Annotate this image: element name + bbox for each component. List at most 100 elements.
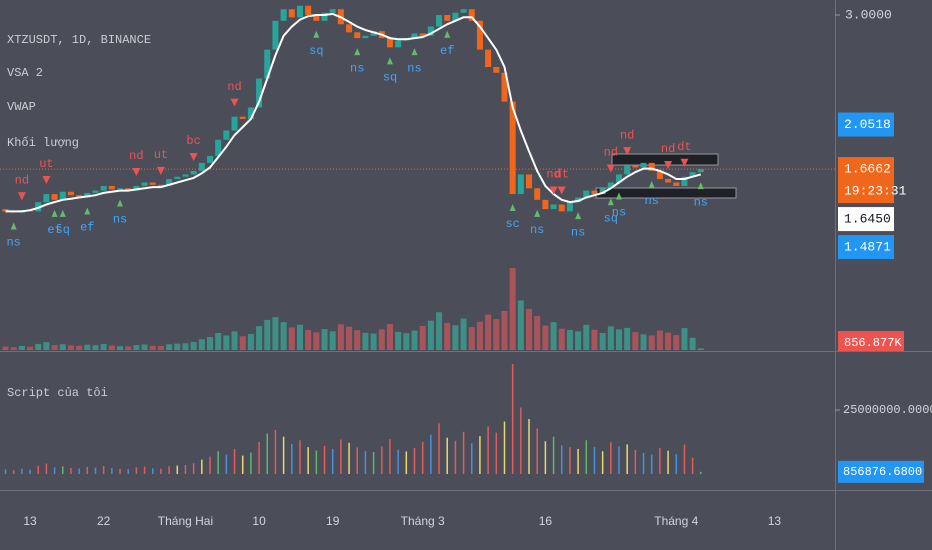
- volume-bar: [411, 330, 418, 350]
- candle-body: [239, 116, 246, 119]
- signal-arrow: [616, 192, 622, 200]
- signal-label: nd: [15, 173, 29, 187]
- candle-body: [509, 101, 516, 195]
- signal-label: ns: [645, 194, 659, 208]
- signal-label: sq: [383, 71, 397, 85]
- y-tick-label: 25000000.0000: [843, 403, 932, 417]
- candle-body: [321, 12, 328, 21]
- signal-label: ns: [6, 236, 20, 250]
- volume-bar: [305, 329, 312, 350]
- signal-label: ns: [407, 61, 421, 75]
- volume-bar: [509, 268, 516, 350]
- candle-body: [2, 209, 9, 212]
- candle-body: [35, 202, 42, 212]
- volume-bar: [207, 337, 213, 350]
- candle-body: [395, 40, 402, 48]
- signal-arrow: [189, 152, 198, 161]
- volume-bar: [681, 328, 688, 350]
- volume-bar: [296, 324, 303, 350]
- volume-bar: [485, 314, 492, 350]
- signal-label: nd: [227, 80, 241, 94]
- volume-bar: [288, 327, 295, 350]
- x-tick-label: 13: [768, 514, 782, 528]
- bar-countdown: 19:23:31: [844, 184, 907, 199]
- candle-body: [632, 165, 639, 168]
- candle-body: [411, 33, 418, 39]
- volume-bar: [125, 346, 132, 350]
- volume-bar: [370, 333, 377, 350]
- signal-label: nd: [604, 146, 618, 160]
- candle-body: [362, 35, 369, 39]
- price-label: 1.6662: [844, 162, 891, 177]
- price-label-box: [838, 112, 894, 137]
- candle-body: [452, 12, 459, 21]
- x-tick-label: Tháng 4: [654, 514, 698, 528]
- candle-body: [493, 66, 500, 73]
- signal-label: ns: [694, 195, 708, 209]
- signal-arrow: [697, 182, 704, 190]
- volume-bar: [247, 333, 254, 350]
- volume-bar: [84, 344, 91, 350]
- signal-label: ef: [47, 223, 61, 237]
- signal-label: ns: [530, 223, 544, 237]
- candle-body: [386, 38, 393, 48]
- drawing-box: [595, 187, 737, 199]
- volume-bar: [697, 348, 704, 350]
- candle-body: [84, 192, 91, 198]
- candle-body: [460, 9, 467, 13]
- volume-bar: [108, 345, 115, 350]
- price-label-box: [838, 207, 894, 232]
- signal-arrow: [509, 204, 516, 212]
- volume-bar: [182, 343, 189, 350]
- volume-bar: [337, 324, 344, 350]
- candle-body: [117, 188, 124, 190]
- signal-arrow: [17, 192, 26, 201]
- y-tick-label: 3.0000: [845, 7, 892, 22]
- volume-bar: [648, 335, 655, 350]
- volume-bar: [624, 327, 631, 350]
- candle-body: [607, 182, 614, 189]
- signal-arrow: [156, 166, 165, 175]
- candle-body: [640, 162, 647, 168]
- volume-bar: [321, 329, 328, 350]
- candle-body: [264, 49, 271, 79]
- volume-bar: [526, 309, 533, 350]
- candle-body: [51, 194, 58, 200]
- x-tick-label: Tháng Hai: [158, 514, 213, 528]
- signal-arrow: [313, 30, 320, 38]
- volume-bar: [673, 335, 680, 350]
- volume-bar: [665, 332, 672, 350]
- signal-arrow: [10, 222, 17, 230]
- signal-arrow: [575, 212, 582, 220]
- volume-bar: [67, 345, 74, 350]
- price-label-box: [838, 235, 894, 260]
- volume-bar: [10, 347, 17, 350]
- volume-label: 856.877K: [844, 336, 902, 350]
- candle-body: [305, 5, 312, 16]
- signal-label: ef: [440, 44, 454, 58]
- candle-body: [149, 182, 156, 185]
- volume-bar: [395, 331, 402, 350]
- volume-label-box: [838, 331, 904, 351]
- candle-body: [517, 174, 524, 195]
- candle-body: [624, 165, 631, 175]
- x-tick-label: 19: [326, 514, 340, 528]
- signal-arrow: [354, 48, 361, 56]
- volume-bar: [313, 332, 320, 350]
- candle-body: [534, 188, 541, 200]
- signal-label: dt: [677, 140, 691, 154]
- symbol-title: XTZUSDT, 1D, BINANCE: [7, 33, 151, 47]
- volume-bar: [43, 342, 50, 350]
- volume-bar: [27, 346, 34, 350]
- candle-body: [583, 190, 590, 198]
- candle-body: [370, 31, 377, 36]
- candle-body: [436, 15, 443, 27]
- indicator-name: VWAP: [7, 100, 36, 114]
- x-tick-label: 16: [539, 514, 553, 528]
- candle-body: [427, 26, 434, 36]
- candle-body: [166, 179, 173, 186]
- volume-bar: [640, 334, 647, 350]
- volume-bar: [51, 345, 58, 350]
- volume-bar: [583, 324, 590, 350]
- volume-bar: [141, 344, 148, 350]
